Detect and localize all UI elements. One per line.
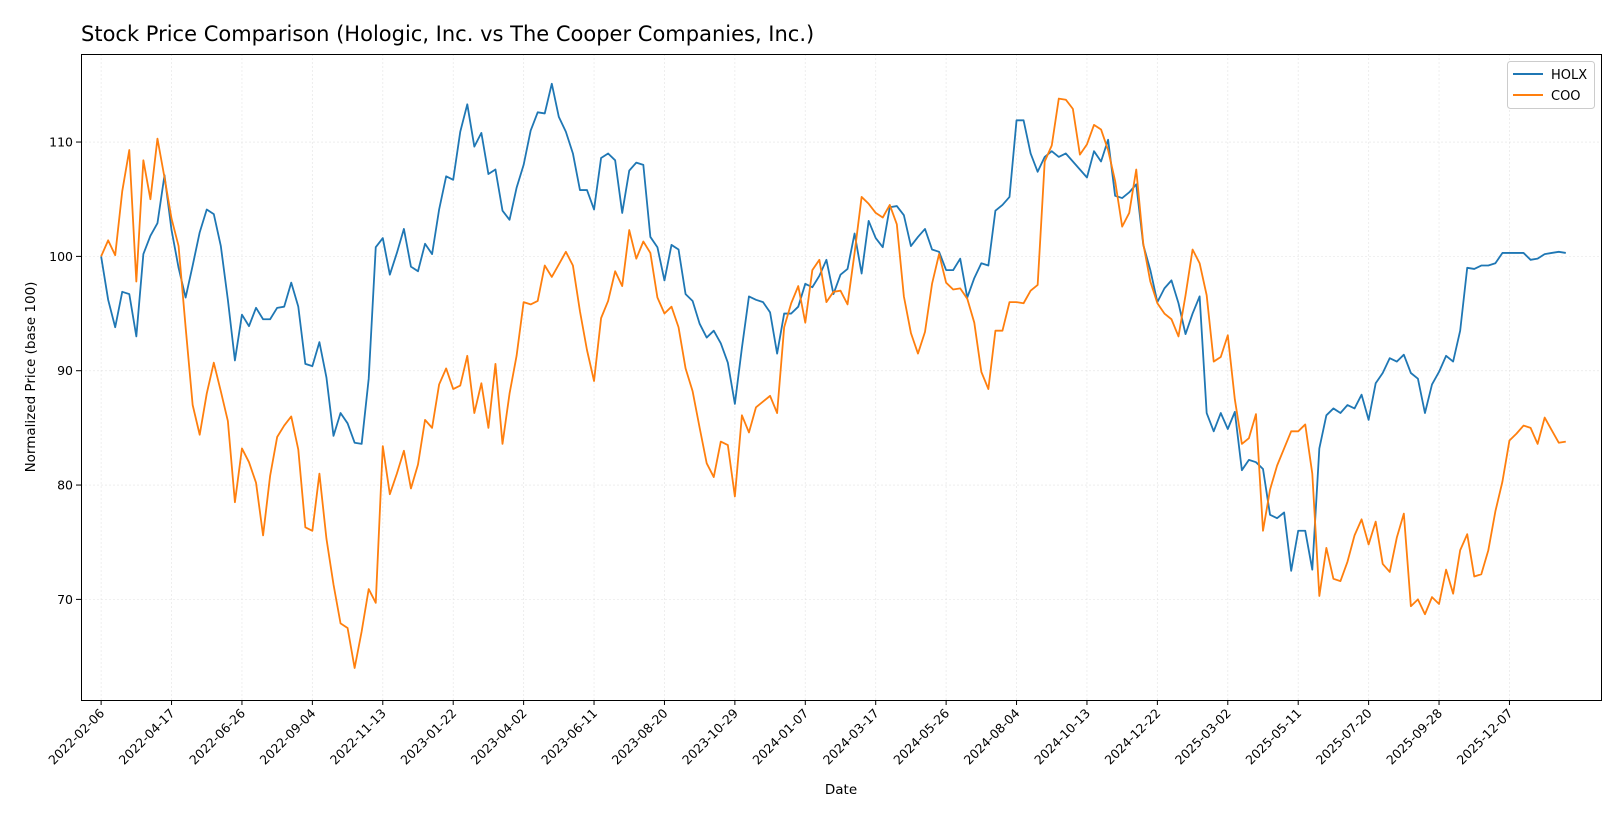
- x-axis-label: Date: [825, 782, 857, 798]
- x-tick-label: 2024-08-04: [961, 705, 1023, 767]
- x-tick-label: 2023-06-11: [538, 706, 600, 768]
- y-axis: 70 80 90 100 110: [49, 135, 81, 607]
- legend: HOLX COO: [1507, 61, 1595, 109]
- x-tick-label: 2022-04-17: [116, 706, 178, 768]
- x-tick-label: 2025-07-20: [1313, 705, 1375, 767]
- series-line-coo: [100, 97, 1566, 669]
- x-tick-label: 2025-12-07: [1454, 706, 1516, 768]
- y-tick-label: 110: [49, 135, 73, 150]
- x-tick-label: 2025-03-02: [1172, 706, 1234, 768]
- chart-title: Stock Price Comparison (Hologic, Inc. vs…: [81, 22, 814, 46]
- y-axis-label: Normalized Price (base 100): [23, 282, 39, 473]
- x-tick-label: 2022-09-04: [257, 705, 319, 767]
- y-tick-label: 100: [49, 249, 73, 264]
- y-tick-label: 80: [57, 478, 73, 493]
- x-tick-label: 2024-05-26: [890, 705, 952, 767]
- x-tick-label: 2023-01-22: [397, 706, 459, 768]
- plot-frame: [81, 54, 1602, 701]
- x-tick-label: 2024-03-17: [820, 706, 882, 768]
- series-layer: [100, 82, 1566, 669]
- grid: [81, 54, 1601, 700]
- x-tick-label: 2022-02-06: [45, 705, 107, 767]
- x-axis: 2022-02-06 2022-04-17 2022-06-26 2022-09-04…: [45, 700, 1516, 768]
- y-tick-label: 70: [57, 592, 73, 607]
- y-tick-label: 90: [57, 363, 73, 378]
- legend-label-coo: COO: [1551, 89, 1581, 104]
- series-line-holx: [100, 82, 1566, 572]
- x-tick-label: 2022-06-26: [186, 705, 248, 767]
- x-tick-label: 2023-04-02: [468, 706, 530, 768]
- x-tick-label: 2025-09-28: [1383, 705, 1445, 767]
- x-tick-label: 2024-10-13: [1031, 706, 1093, 768]
- x-tick-label: 2023-08-20: [609, 705, 671, 767]
- x-tick-label: 2023-10-29: [679, 705, 741, 767]
- x-tick-label: 2024-12-22: [1102, 706, 1164, 768]
- x-tick-label: 2022-11-13: [327, 706, 389, 768]
- x-tick-label: 2024-01-07: [749, 706, 811, 768]
- legend-label-holx: HOLX: [1551, 68, 1587, 83]
- x-tick-label: 2025-05-11: [1242, 706, 1304, 768]
